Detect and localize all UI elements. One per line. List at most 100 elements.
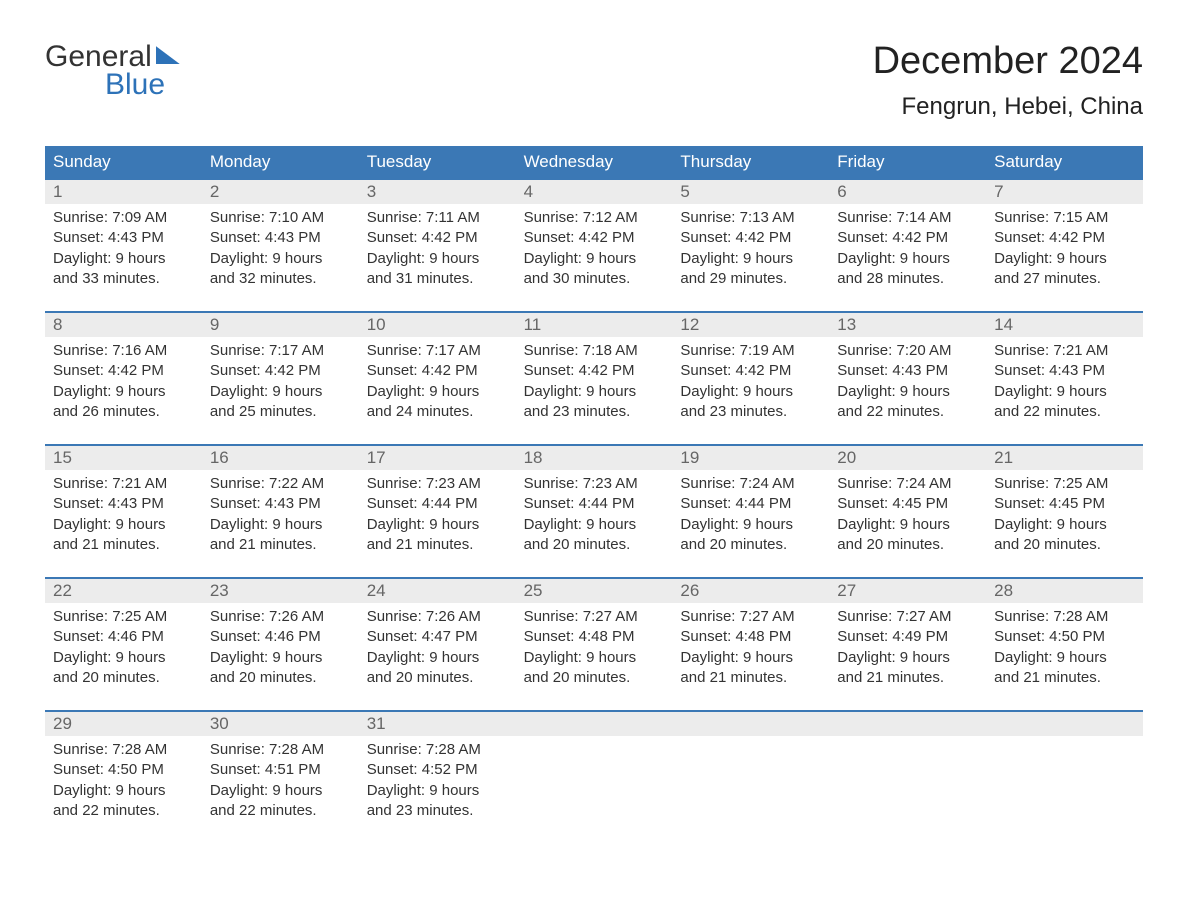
day-number: 4 bbox=[516, 180, 673, 204]
daylight-text-line1: Daylight: 9 hours bbox=[367, 515, 508, 535]
day-number: 15 bbox=[45, 446, 202, 470]
daylight-text-line2: and 20 minutes. bbox=[210, 668, 351, 688]
day-detail: Sunrise: 7:27 AMSunset: 4:48 PMDaylight:… bbox=[672, 603, 829, 696]
sunrise-text: Sunrise: 7:27 AM bbox=[680, 607, 821, 627]
day-number: 29 bbox=[45, 712, 202, 736]
day-number: 22 bbox=[45, 579, 202, 603]
daylight-text-line2: and 28 minutes. bbox=[837, 269, 978, 289]
daylight-text-line1: Daylight: 9 hours bbox=[994, 249, 1135, 269]
daylight-text-line1: Daylight: 9 hours bbox=[680, 515, 821, 535]
daylight-text-line2: and 33 minutes. bbox=[53, 269, 194, 289]
sunset-text: Sunset: 4:45 PM bbox=[994, 494, 1135, 514]
sunrise-text: Sunrise: 7:24 AM bbox=[680, 474, 821, 494]
sunrise-text: Sunrise: 7:28 AM bbox=[994, 607, 1135, 627]
day-number: 1 bbox=[45, 180, 202, 204]
daylight-text-line2: and 20 minutes. bbox=[680, 535, 821, 555]
daylight-text-line1: Daylight: 9 hours bbox=[837, 648, 978, 668]
day-number: 18 bbox=[516, 446, 673, 470]
day-number: 3 bbox=[359, 180, 516, 204]
day-detail: Sunrise: 7:19 AMSunset: 4:42 PMDaylight:… bbox=[672, 337, 829, 430]
day-number: 9 bbox=[202, 313, 359, 337]
day-number: 31 bbox=[359, 712, 516, 736]
day-number-row: 293031 bbox=[45, 712, 1143, 736]
day-detail bbox=[986, 736, 1143, 829]
daylight-text-line1: Daylight: 9 hours bbox=[524, 515, 665, 535]
week-row: 293031Sunrise: 7:28 AMSunset: 4:50 PMDay… bbox=[45, 710, 1143, 829]
daylight-text-line2: and 21 minutes. bbox=[994, 668, 1135, 688]
sunrise-text: Sunrise: 7:12 AM bbox=[524, 208, 665, 228]
daylight-text-line1: Daylight: 9 hours bbox=[210, 249, 351, 269]
sunset-text: Sunset: 4:42 PM bbox=[367, 361, 508, 381]
daylight-text-line2: and 25 minutes. bbox=[210, 402, 351, 422]
daylight-text-line2: and 21 minutes. bbox=[680, 668, 821, 688]
title-block: December 2024 Fengrun, Hebei, China bbox=[873, 40, 1143, 121]
daylight-text-line2: and 22 minutes. bbox=[210, 801, 351, 821]
day-detail-row: Sunrise: 7:21 AMSunset: 4:43 PMDaylight:… bbox=[45, 470, 1143, 563]
day-number bbox=[829, 712, 986, 736]
sunset-text: Sunset: 4:44 PM bbox=[524, 494, 665, 514]
day-detail: Sunrise: 7:15 AMSunset: 4:42 PMDaylight:… bbox=[986, 204, 1143, 297]
daylight-text-line1: Daylight: 9 hours bbox=[524, 249, 665, 269]
weekday-header: Tuesday bbox=[359, 146, 516, 178]
day-number: 25 bbox=[516, 579, 673, 603]
weekday-header: Wednesday bbox=[516, 146, 673, 178]
day-number: 13 bbox=[829, 313, 986, 337]
daylight-text-line1: Daylight: 9 hours bbox=[837, 515, 978, 535]
day-detail: Sunrise: 7:24 AMSunset: 4:44 PMDaylight:… bbox=[672, 470, 829, 563]
daylight-text-line1: Daylight: 9 hours bbox=[210, 382, 351, 402]
week-row: 22232425262728 Sunrise: 7:25 AM Sunset: 4:… bbox=[45, 577, 1143, 696]
sunset-text: Sunset: 4:48 PM bbox=[680, 627, 821, 647]
sunrise-text: Sunrise: 7:28 AM bbox=[210, 740, 351, 760]
sunset-text: Sunset: 4:42 PM bbox=[210, 361, 351, 381]
daylight-text-line1: Daylight: 9 hours bbox=[53, 515, 194, 535]
day-detail-row: Sunrise: 7:28 AMSunset: 4:50 PMDaylight:… bbox=[45, 736, 1143, 829]
sunrise-text: Sunrise: 7:15 AM bbox=[994, 208, 1135, 228]
daylight-text-line1: Daylight: 9 hours bbox=[53, 382, 194, 402]
day-number bbox=[672, 712, 829, 736]
day-detail: Sunrise: 7:21 AMSunset: 4:43 PMDaylight:… bbox=[986, 337, 1143, 430]
sunrise-text: Sunrise: 7:25 AM bbox=[53, 607, 194, 627]
day-detail: Sunrise: 7:27 AMSunset: 4:48 PMDaylight:… bbox=[516, 603, 673, 696]
day-detail: Sunrise: 7:12 AMSunset: 4:42 PMDaylight:… bbox=[516, 204, 673, 297]
daylight-text-line2: and 27 minutes. bbox=[994, 269, 1135, 289]
day-detail: Sunrise: 7:17 AMSunset: 4:42 PMDaylight:… bbox=[202, 337, 359, 430]
daylight-text-line1: Daylight: 9 hours bbox=[994, 382, 1135, 402]
day-number-row: 891011121314 bbox=[45, 313, 1143, 337]
sunset-text: Sunset: 4:50 PM bbox=[994, 627, 1135, 647]
daylight-text-line1: Daylight: 9 hours bbox=[680, 249, 821, 269]
day-number: 21 bbox=[986, 446, 1143, 470]
weekday-header: Sunday bbox=[45, 146, 202, 178]
sunset-text: Sunset: 4:49 PM bbox=[837, 627, 978, 647]
day-number-row: 15161718192021 bbox=[45, 446, 1143, 470]
sunset-text: Sunset: 4:50 PM bbox=[53, 760, 194, 780]
day-detail: Sunrise: 7:25 AMSunset: 4:45 PMDaylight:… bbox=[986, 470, 1143, 563]
sunrise-text: Sunrise: 7:26 AM bbox=[367, 607, 508, 627]
sunset-text: Sunset: 4:48 PM bbox=[524, 627, 665, 647]
daylight-text-line2: and 31 minutes. bbox=[367, 269, 508, 289]
daylight-text-line2: and 21 minutes. bbox=[367, 535, 508, 555]
sunset-text: Sunset: 4:42 PM bbox=[524, 361, 665, 381]
sunrise-text: Sunrise: 7:09 AM bbox=[53, 208, 194, 228]
sunset-text: Sunset: 4:42 PM bbox=[837, 228, 978, 248]
day-detail: Sunrise: 7:22 AMSunset: 4:43 PMDaylight:… bbox=[202, 470, 359, 563]
day-number: 14 bbox=[986, 313, 1143, 337]
sunset-text: Sunset: 4:43 PM bbox=[53, 228, 194, 248]
page-title: December 2024 bbox=[873, 40, 1143, 83]
daylight-text-line2: and 20 minutes. bbox=[994, 535, 1135, 555]
day-detail: Sunrise: 7:28 AMSunset: 4:50 PMDaylight:… bbox=[986, 603, 1143, 696]
daylight-text-line2: and 20 minutes. bbox=[367, 668, 508, 688]
week-row: 15161718192021Sunrise: 7:21 AMSunset: 4:… bbox=[45, 444, 1143, 563]
sunrise-text: Sunrise: 7:10 AM bbox=[210, 208, 351, 228]
daylight-text-line2: and 22 minutes. bbox=[837, 402, 978, 422]
day-detail: Sunrise: 7:23 AMSunset: 4:44 PMDaylight:… bbox=[516, 470, 673, 563]
day-detail: Sunrise: 7:21 AMSunset: 4:43 PMDaylight:… bbox=[45, 470, 202, 563]
sunset-text: Sunset: 4:43 PM bbox=[994, 361, 1135, 381]
sunrise-text: Sunrise: 7:25 AM bbox=[994, 474, 1135, 494]
daylight-text-line2: and 32 minutes. bbox=[210, 269, 351, 289]
weeks-container: 1234567Sunrise: 7:09 AMSunset: 4:43 PMDa… bbox=[45, 178, 1143, 829]
daylight-text-line2: and 21 minutes. bbox=[53, 535, 194, 555]
day-number-row: 1234567 bbox=[45, 180, 1143, 204]
day-number-row: 22232425262728 bbox=[45, 579, 1143, 603]
weekday-header: Friday bbox=[829, 146, 986, 178]
sunrise-text: Sunrise: 7:27 AM bbox=[524, 607, 665, 627]
